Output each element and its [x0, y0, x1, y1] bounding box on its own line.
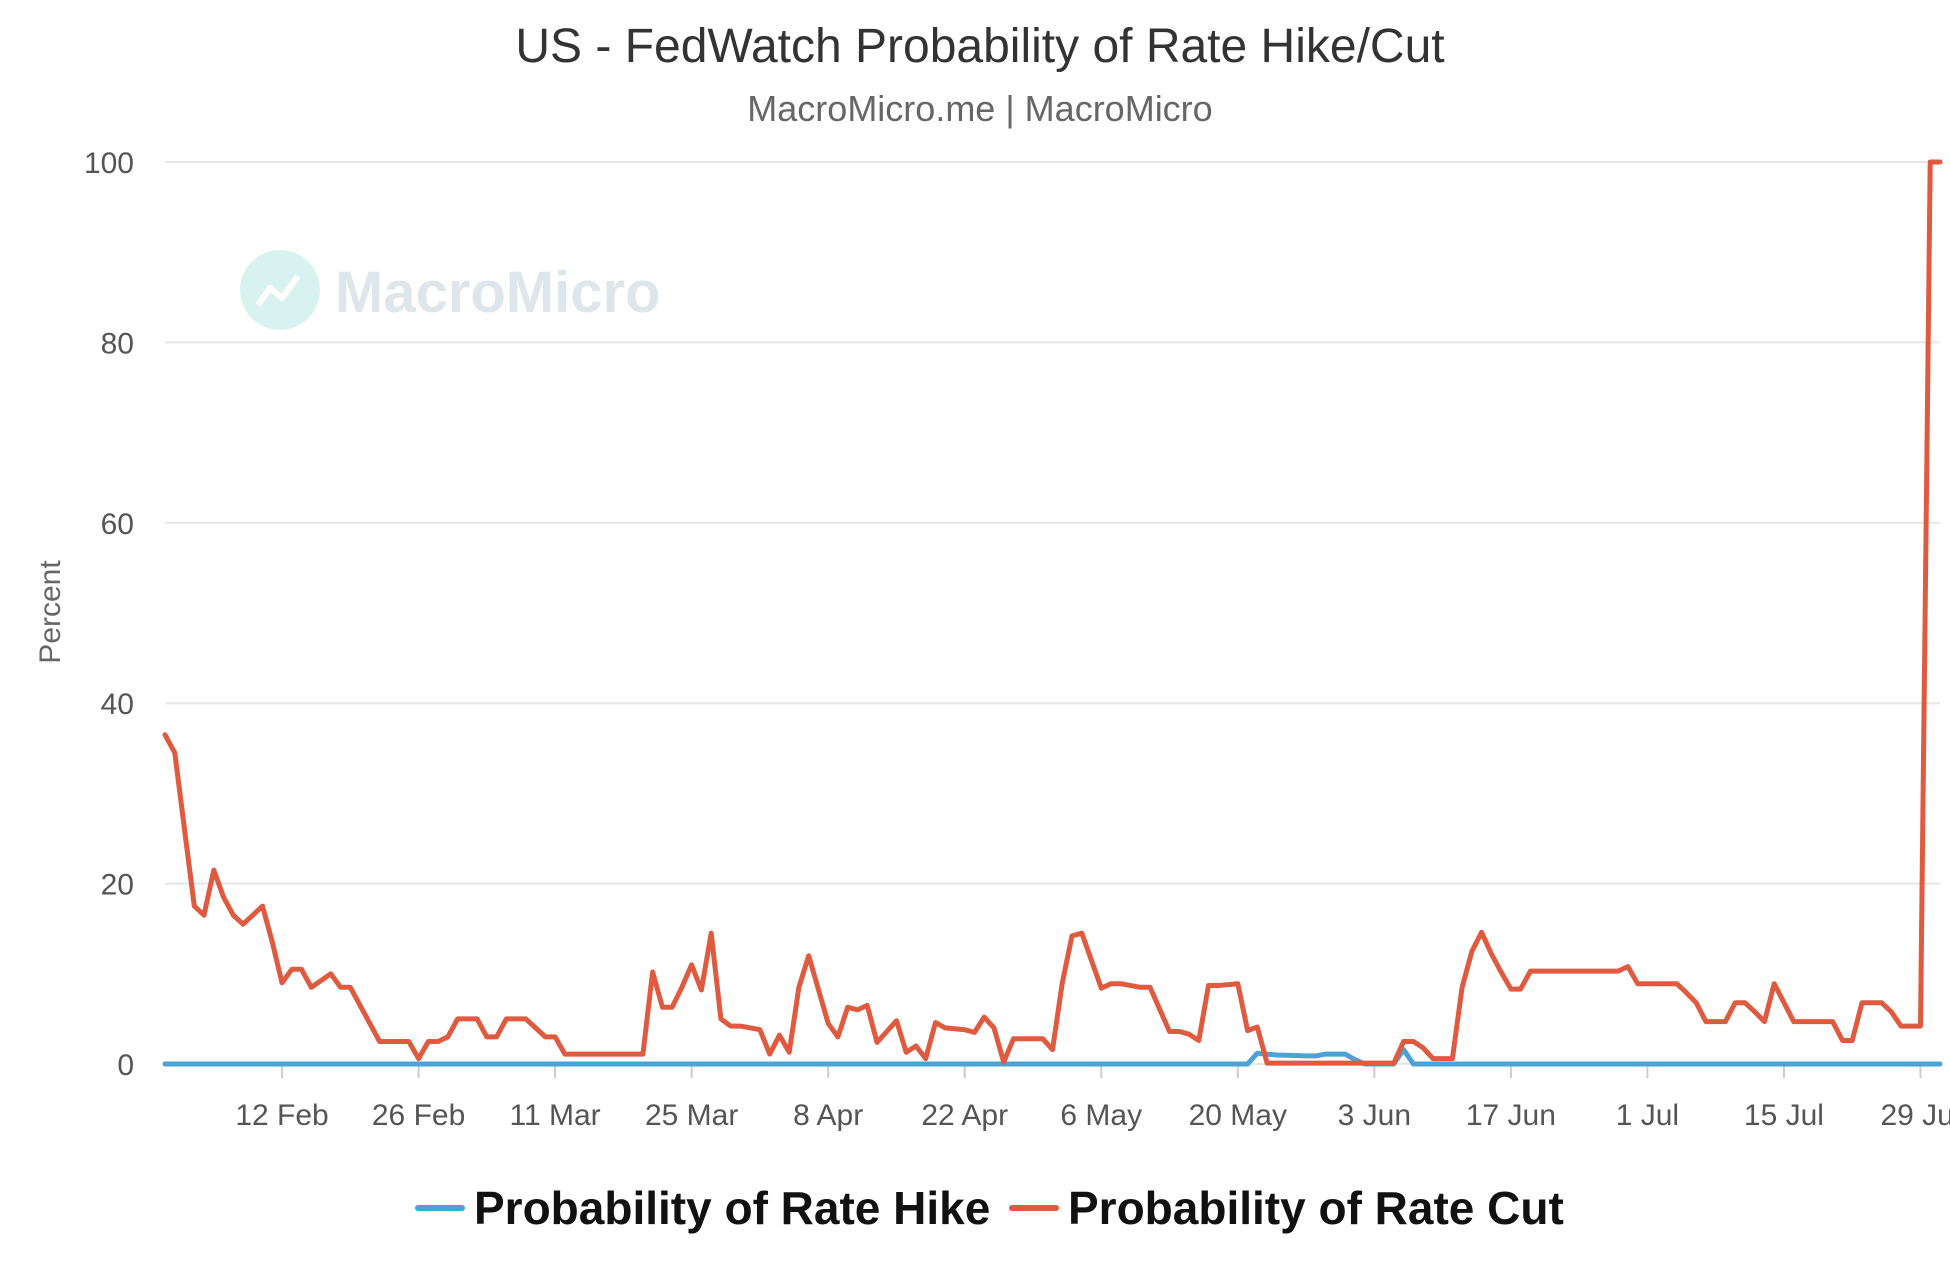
legend-label-rate-cut: Probability of Rate Cut — [1068, 1182, 1564, 1234]
y-axis-ticks: 0 20 40 60 80 100 — [84, 147, 134, 1082]
y-tick-label: 0 — [117, 1049, 134, 1082]
x-tick-label: 20 May — [1189, 1099, 1287, 1132]
legend: Probability of Rate Hike Probability of … — [415, 1182, 1564, 1234]
chart-title: US - FedWatch Probability of Rate Hike/C… — [515, 20, 1444, 73]
x-axis-ticks: 12 Feb 26 Feb 11 Mar 25 Mar 8 Apr 22 Apr 6 May… — [235, 1064, 1950, 1132]
legend-item-rate-cut[interactable]: Probability of Rate Cut — [1009, 1182, 1564, 1234]
x-tick-label: 11 Mar — [510, 1099, 601, 1132]
series-line-0[interactable] — [162, 1047, 1943, 1067]
legend-item-rate-hike[interactable]: Probability of Rate Hike — [415, 1182, 990, 1234]
legend-label-rate-hike: Probability of Rate Hike — [474, 1182, 990, 1234]
series-lines — [162, 159, 1943, 1067]
y-tick-label: 100 — [84, 147, 134, 180]
x-tick-label: 26 Feb — [372, 1099, 465, 1132]
x-tick-label: 8 Apr — [793, 1099, 863, 1132]
x-tick-label: 25 Mar — [645, 1099, 738, 1132]
x-tick-label: 6 May — [1060, 1099, 1142, 1132]
x-tick-label: 12 Feb — [235, 1099, 328, 1132]
x-tick-label: 17 Jun — [1466, 1099, 1556, 1132]
y-tick-label: 60 — [101, 508, 134, 541]
y-tick-label: 20 — [101, 869, 134, 902]
watermark-icon — [240, 250, 320, 330]
chart-subtitle: MacroMicro.me | MacroMicro — [747, 88, 1212, 129]
watermark-logo: MacroMicro — [240, 250, 661, 330]
x-tick-label: 22 Apr — [921, 1099, 1008, 1132]
x-tick-label: 15 Jul — [1744, 1099, 1824, 1132]
y-axis-label: Percent — [34, 560, 67, 664]
watermark-icon-line — [255, 274, 301, 307]
y-tick-label: 40 — [101, 688, 134, 721]
x-tick-label: 29 Jul — [1880, 1099, 1950, 1132]
x-tick-label: 3 Jun — [1338, 1099, 1411, 1132]
watermark-text: MacroMicro — [335, 260, 661, 325]
series-line-1[interactable] — [162, 159, 1943, 1066]
x-tick-label: 1 Jul — [1616, 1099, 1679, 1132]
y-tick-label: 80 — [101, 327, 134, 360]
